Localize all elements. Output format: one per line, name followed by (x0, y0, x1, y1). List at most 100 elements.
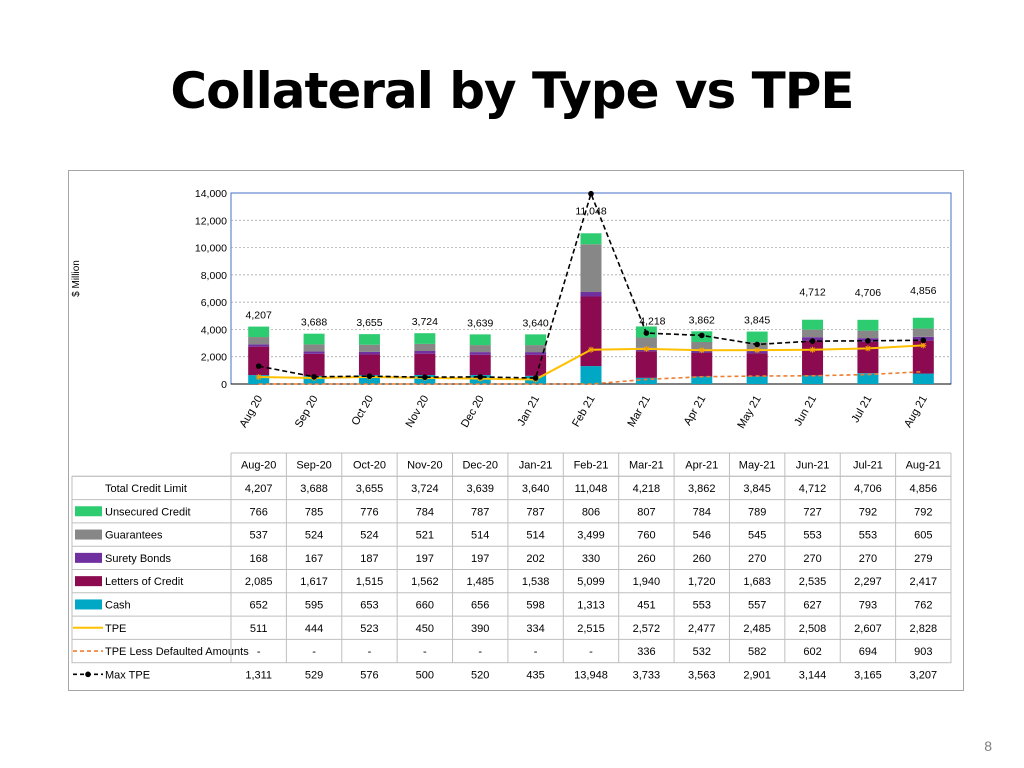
table-cell: 605 (914, 530, 932, 542)
bar-surety-bonds (580, 292, 602, 297)
table-row-label: TPE Less Defaulted Amounts (105, 646, 249, 658)
max-tpe-point (588, 190, 594, 197)
bar-cash (857, 373, 879, 384)
table-cell: 4,856 (910, 483, 938, 495)
table-cell: 13,948 (574, 669, 608, 681)
table-cell: 2,828 (910, 623, 938, 635)
x-tick-label: Apr 21 (682, 394, 709, 428)
table-cell: 1,538 (522, 576, 550, 588)
table-cell: 537 (250, 530, 268, 542)
table-cell: 334 (526, 623, 544, 635)
y-axis-label: $ Million (71, 260, 82, 297)
table-cell: 4,218 (633, 483, 661, 495)
total-label: 3,688 (301, 317, 327, 329)
table-cell: 602 (803, 646, 821, 658)
table-cell: 4,207 (245, 483, 273, 495)
table-cell: 598 (526, 599, 544, 611)
table-cell: 656 (471, 599, 489, 611)
table-cell: - (478, 646, 482, 658)
y-tick-label: 2,000 (201, 352, 227, 364)
bar-letters-of-credit (635, 351, 657, 378)
tpe-point (643, 345, 650, 352)
bar-unsecured-credit (857, 319, 879, 331)
table-cell: - (312, 646, 316, 658)
table-cell: 546 (693, 530, 711, 542)
x-tick-label: Jan 21 (515, 394, 542, 429)
max-tpe-point (311, 373, 317, 380)
total-label: 11,048 (575, 205, 606, 217)
tpe-point (588, 346, 594, 353)
table-cell: 1,940 (633, 576, 661, 588)
bar-guarantees (525, 345, 547, 353)
table-cell: 532 (693, 646, 711, 658)
table-cell: 511 (250, 623, 268, 635)
bar-cash (635, 377, 657, 384)
bar-letters-of-credit (248, 346, 270, 376)
table-cell: 694 (859, 646, 877, 658)
table-cell: 787 (471, 506, 489, 518)
table-cell: 792 (914, 506, 932, 518)
bar-letters-of-credit (525, 354, 547, 376)
slide-title: Collateral by Type vs TPE (170, 62, 854, 120)
table-cell: 2,085 (245, 576, 273, 588)
bar-surety-bonds (414, 350, 436, 354)
y-tick-label: 4,000 (201, 324, 227, 336)
table-cell: 187 (360, 553, 378, 565)
max-tpe-point (366, 373, 373, 379)
table-cell: 529 (305, 669, 323, 681)
table-cell: 2,572 (633, 623, 661, 635)
bar-unsecured-credit (469, 334, 491, 346)
bar-unsecured-credit (248, 326, 270, 338)
bar-cash (802, 375, 824, 384)
table-cell: 451 (637, 599, 655, 611)
table-cell: 197 (416, 553, 434, 565)
max-tpe-point (477, 374, 484, 380)
bar-guarantees (857, 330, 879, 339)
table-cell: 660 (416, 599, 434, 611)
table-cell: 3,499 (577, 530, 605, 542)
table-cell: - (423, 646, 427, 658)
x-tick-label: Aug 21 (902, 394, 930, 430)
bar-unsecured-credit (912, 317, 934, 329)
table-header-cell: Nov-20 (407, 460, 442, 472)
x-tick-label: Sep 20 (293, 394, 321, 430)
bar-letters-of-credit (580, 296, 602, 367)
table-cell: 576 (360, 669, 378, 681)
table-cell: 390 (471, 623, 489, 635)
table-cell: 792 (859, 506, 877, 518)
total-label: 4,218 (639, 315, 665, 327)
table-cell: 4,706 (854, 483, 882, 495)
x-tick-label: Jun 21 (792, 394, 819, 429)
max-tpe-point (255, 363, 262, 369)
table-cell: 168 (250, 553, 268, 565)
page-number: 8 (984, 738, 992, 754)
table-cell: 1,311 (245, 669, 272, 681)
y-tick-label: 14,000 (195, 188, 227, 200)
table-cell: 520 (471, 669, 489, 681)
table-header-cell: Apr-21 (685, 460, 718, 472)
bar-cash (580, 366, 602, 384)
y-tick-label: 6,000 (201, 297, 227, 309)
table-cell: 2,297 (854, 576, 882, 588)
table-cell: 1,515 (356, 576, 384, 588)
tpe-point (255, 374, 262, 381)
total-label: 3,845 (744, 315, 770, 327)
table-cell: 167 (305, 553, 323, 565)
table-cell: 807 (637, 506, 655, 518)
table-cell: 270 (748, 553, 766, 565)
tpe-point (920, 342, 927, 349)
table-cell: 557 (748, 599, 766, 611)
table-cell: 553 (859, 530, 877, 542)
bar-guarantees (691, 341, 713, 350)
table-header-cell: Feb-21 (574, 460, 609, 472)
table-cell: 595 (305, 599, 323, 611)
table-cell: 523 (360, 623, 378, 635)
table-cell: 450 (416, 623, 434, 635)
table-cell: 903 (914, 646, 932, 658)
table-cell: 2,607 (854, 623, 882, 635)
collateral-chart: 0 2,000 4,000 6,000 8,000 10,000 12,000 14,000 $… (71, 188, 952, 681)
table-header-cell: Aug-20 (241, 460, 276, 472)
bar-cash (691, 376, 713, 384)
table-cell: 3,563 (688, 669, 716, 681)
table-cell: 4,712 (799, 483, 827, 495)
